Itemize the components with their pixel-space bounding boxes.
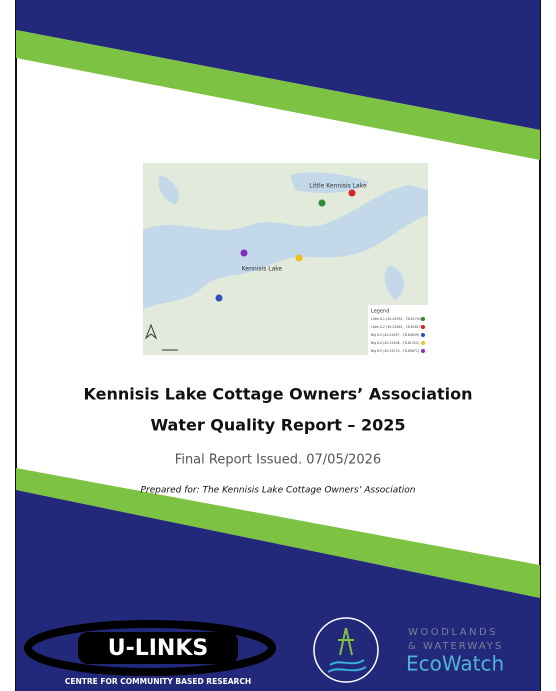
site-marker <box>241 250 248 257</box>
legend-entry: Little K-1 (45.24932, -78.61744) <box>371 317 422 321</box>
legend-swatch <box>421 349 425 353</box>
legend-swatch <box>421 325 425 329</box>
map-label: Kennisis Lake <box>242 266 283 273</box>
title-line: Kennisis Lake Cottage Owners’ Associatio… <box>83 385 472 404</box>
legend-title: Legend <box>371 309 389 315</box>
legend-swatch <box>421 341 425 345</box>
site-marker <box>319 200 326 207</box>
site-marker <box>216 295 223 302</box>
legend-swatch <box>421 317 425 321</box>
title-line: Water Quality Report – 2025 <box>150 416 405 435</box>
legend-swatch <box>421 333 425 337</box>
legend-entry: Little K-2 (45.23462, -78.61817) <box>371 325 422 329</box>
map-label: Little Kennisis Lake <box>309 183 367 190</box>
logo-name: U-LINKS <box>108 636 209 661</box>
legend-entry: Big K-5 (45.21570, -78.65871) <box>371 349 419 353</box>
issued-date: Final Report Issued. 07/05/2026 <box>175 453 381 468</box>
logo-tagline: CENTRE FOR COMMUNITY BASED RESEARCH <box>65 677 251 686</box>
logo-line: WOODLANDS <box>408 627 498 638</box>
logo-line: & WATERWAYS <box>408 641 503 652</box>
prepared-for: Prepared for: The Kennisis Lake Cottage … <box>141 486 416 496</box>
legend-entry: Big K-3 (45.22497, -78.64859) <box>371 333 419 337</box>
legend-entry: Big K-4 (45.22408, -78.61322) <box>371 341 419 345</box>
logo-name: EcoWatch <box>406 652 504 676</box>
site-marker <box>296 255 303 262</box>
site-marker <box>349 190 356 197</box>
cover-page: Little Kennisis Lake Kennisis Lake Legen… <box>0 0 556 691</box>
map: Little Kennisis Lake Kennisis Lake Legen… <box>143 163 428 355</box>
